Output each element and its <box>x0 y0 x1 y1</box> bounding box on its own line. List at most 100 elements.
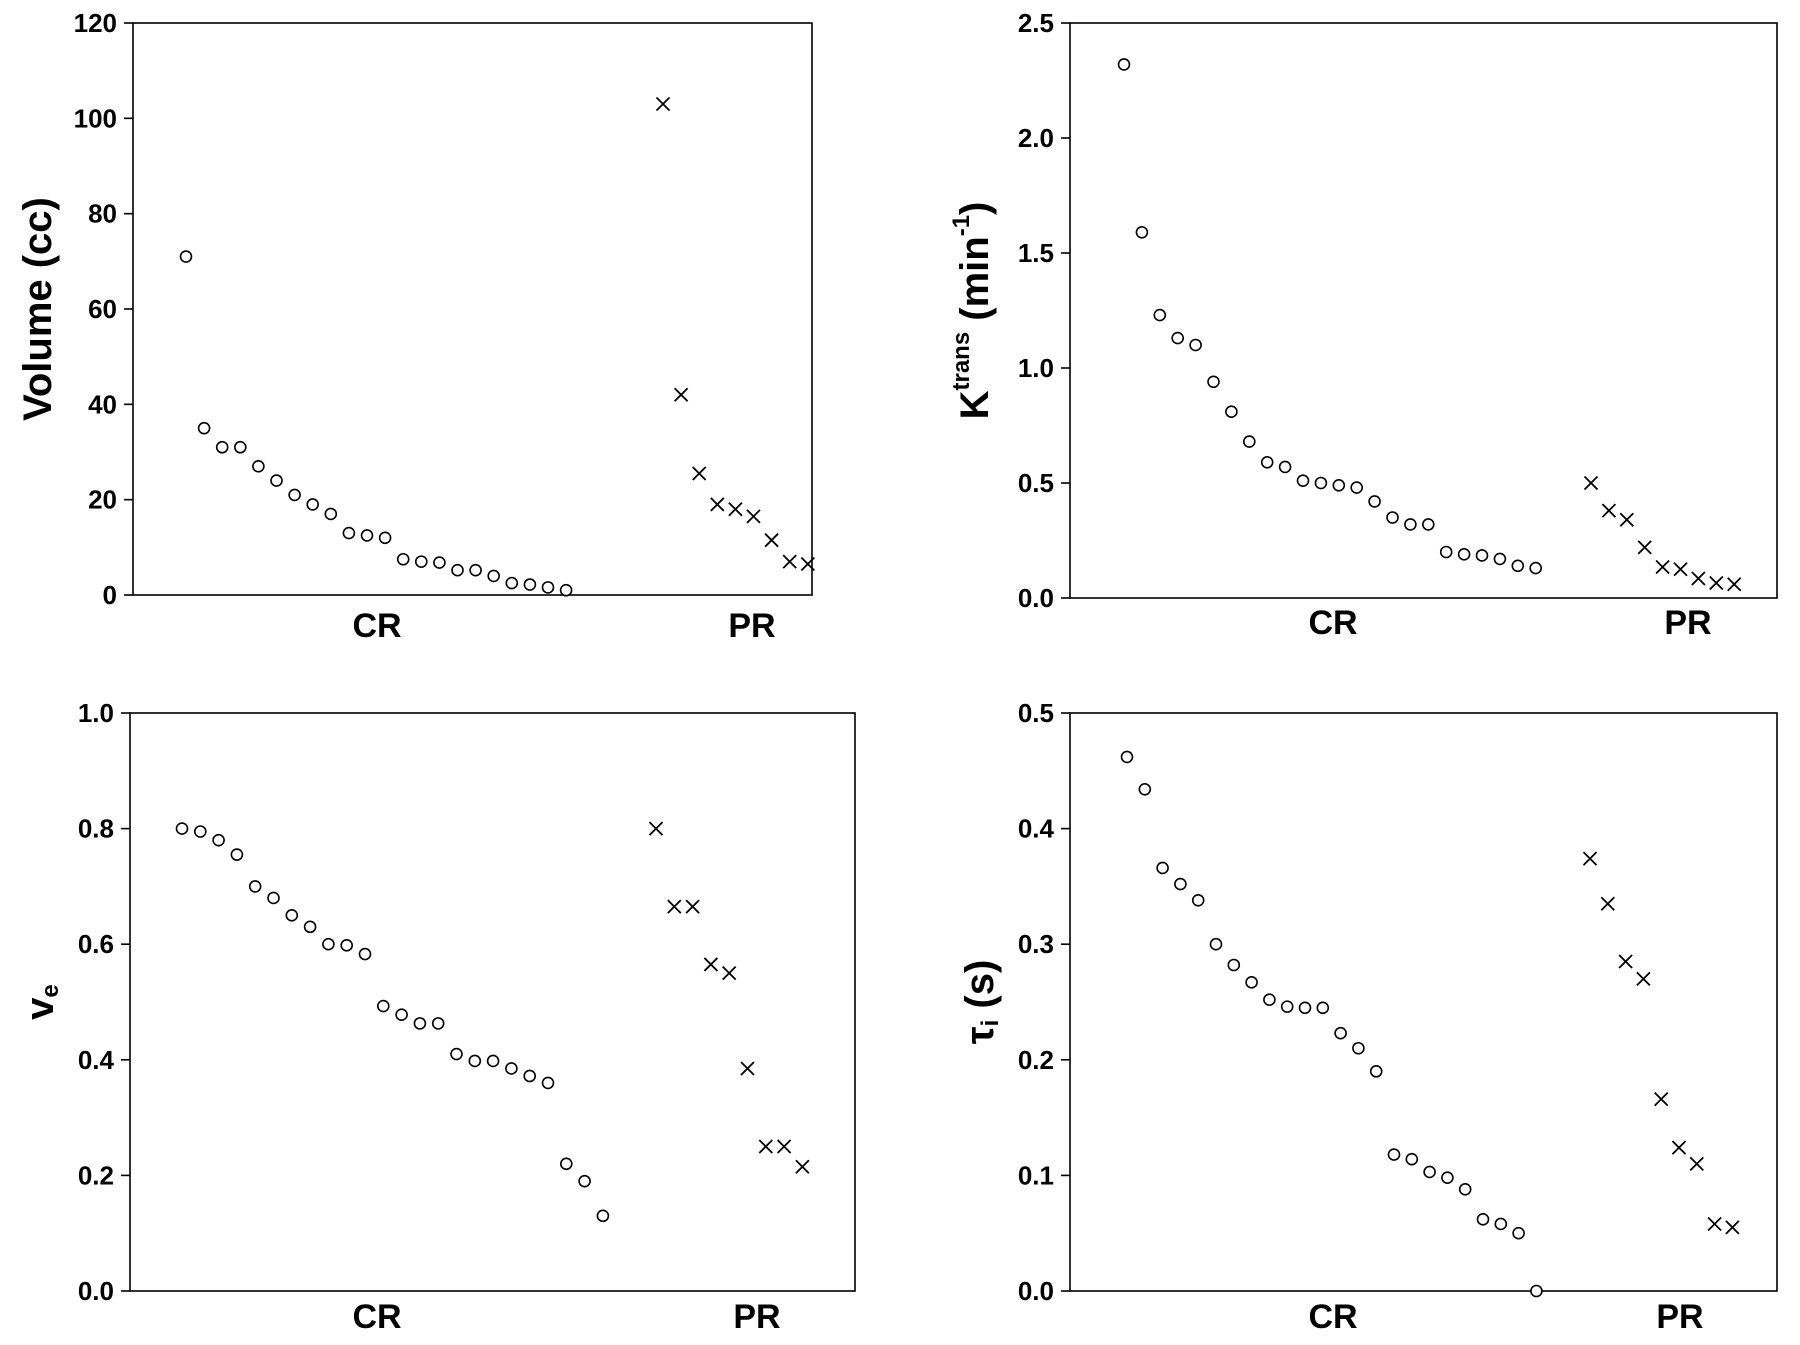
y-tick-label: 20 <box>88 485 117 515</box>
data-point-cr <box>358 947 372 961</box>
data-point-pr <box>692 466 707 481</box>
data-point-pr <box>667 899 682 914</box>
data-point-cr <box>450 1047 463 1061</box>
data-point-pr <box>1727 577 1742 592</box>
data-point-cr <box>487 569 501 583</box>
data-point-pr <box>1725 1220 1740 1235</box>
data-point-pr <box>1582 851 1598 866</box>
data-point-pr <box>758 1139 773 1154</box>
data-point-cr <box>212 833 225 847</box>
data-point-pr <box>1583 475 1599 491</box>
x-category-label: CR <box>1308 1298 1357 1336</box>
data-point-cr <box>523 1069 537 1083</box>
data-point-cr <box>285 908 299 922</box>
data-point-cr <box>1369 1065 1383 1078</box>
data-point-pr <box>740 1061 755 1076</box>
data-point-pr <box>685 899 700 914</box>
data-point-cr <box>288 488 301 502</box>
data-point-cr <box>578 1174 591 1188</box>
chart-panel-1: 0 20 40 60 80 100 120 CR PR Volume (cc) <box>16 8 815 645</box>
data-point-cr <box>1138 782 1152 796</box>
data-point-cr <box>1476 1213 1490 1226</box>
data-point-cr <box>1386 511 1399 524</box>
data-point-cr <box>303 920 317 934</box>
y-tick-label: 0.1 <box>1018 1160 1054 1190</box>
data-point-pr <box>703 957 719 972</box>
data-point-pr <box>1655 559 1670 575</box>
data-point-pr <box>1636 971 1651 987</box>
plot-area-frame <box>1069 22 1778 599</box>
data-point-pr <box>1671 1140 1687 1155</box>
data-point-cr <box>1156 861 1169 875</box>
data-point-cr <box>413 1017 427 1030</box>
data-point-cr <box>252 459 265 473</box>
data-point-cr <box>1475 549 1489 562</box>
data-point-cr <box>396 552 410 566</box>
data-point-cr <box>1441 1171 1454 1185</box>
y-tick-label: 2.0 <box>1018 123 1054 153</box>
data-point-pr <box>782 554 797 569</box>
chart-panel-2: 0.0 0.5 1.0 1.5 2.0 2.5 CR PR Ktrans (min-1) <box>948 8 1778 642</box>
data-point-cr <box>1296 474 1310 488</box>
data-point-cr <box>1530 1284 1543 1298</box>
data-point-pr <box>776 1139 792 1154</box>
data-point-cr <box>1117 58 1131 71</box>
data-point-cr <box>248 880 262 893</box>
data-point-cr <box>431 1017 445 1030</box>
data-point-cr <box>468 1054 482 1068</box>
data-point-cr <box>433 556 446 569</box>
data-point-cr <box>1494 1217 1508 1231</box>
data-point-pr <box>1691 571 1706 586</box>
chart-panel-3: 0.0 0.2 0.4 0.6 0.8 1.0 CR PR ve <box>18 698 856 1336</box>
data-point-pr <box>1637 540 1652 555</box>
data-point-cr <box>541 581 555 594</box>
y-tick-label: 0.2 <box>78 1160 114 1190</box>
data-point-pr <box>1601 503 1617 518</box>
data-point-cr <box>1387 1148 1401 1161</box>
data-point-cr <box>541 1076 555 1090</box>
x-category-label: PR <box>1664 604 1711 642</box>
plot-area-frame <box>132 22 813 596</box>
data-point-cr <box>1278 460 1292 474</box>
data-point-cr <box>1457 547 1471 561</box>
x-category-label: CR <box>352 1298 401 1336</box>
data-point-cr <box>1207 375 1220 389</box>
data-point-cr <box>197 421 211 435</box>
data-point-cr <box>1334 1026 1347 1040</box>
data-point-cr <box>342 526 356 540</box>
data-point-pr <box>1654 1091 1669 1107</box>
chart-panel-4: 0.0 0.1 0.2 0.3 0.4 0.5 CR PR τi (s) <box>958 698 1778 1336</box>
data-point-cr <box>1245 976 1258 989</box>
y-axis-label: ve <box>18 984 64 1020</box>
data-point-cr <box>1263 993 1276 1006</box>
y-tick-label: 0.0 <box>1018 1276 1054 1306</box>
y-tick-label: 1.0 <box>1018 353 1054 383</box>
data-point-cr <box>360 529 374 542</box>
data-point-pr <box>764 533 779 548</box>
data-point-cr <box>1189 338 1202 352</box>
data-point-cr <box>523 578 537 591</box>
data-point-cr <box>234 440 247 454</box>
data-point-cr <box>322 937 335 951</box>
data-point-cr <box>179 250 193 263</box>
y-tick-label: 0.4 <box>78 1045 115 1075</box>
data-point-cr <box>270 474 283 487</box>
data-point-cr <box>559 583 573 597</box>
data-point-pr <box>1618 954 1633 969</box>
data-point-cr <box>1135 226 1149 239</box>
y-tick-label: 0 <box>103 580 117 610</box>
y-tick-label: 0.4 <box>1018 814 1055 844</box>
y-tick-label: 40 <box>88 389 117 419</box>
x-category-label: PR <box>1656 1298 1703 1336</box>
y-axis-label: τi (s) <box>958 960 1004 1045</box>
data-point-cr <box>1350 481 1363 494</box>
plot-area-frame <box>1069 712 1778 1292</box>
data-point-cr <box>215 440 229 454</box>
data-point-cr <box>395 1008 408 1022</box>
y-tick-label: 1.5 <box>1018 238 1054 268</box>
y-tick-label: 1.0 <box>78 698 114 728</box>
data-point-cr <box>1209 937 1223 951</box>
data-point-cr <box>1332 478 1346 492</box>
data-point-pr <box>655 96 671 112</box>
